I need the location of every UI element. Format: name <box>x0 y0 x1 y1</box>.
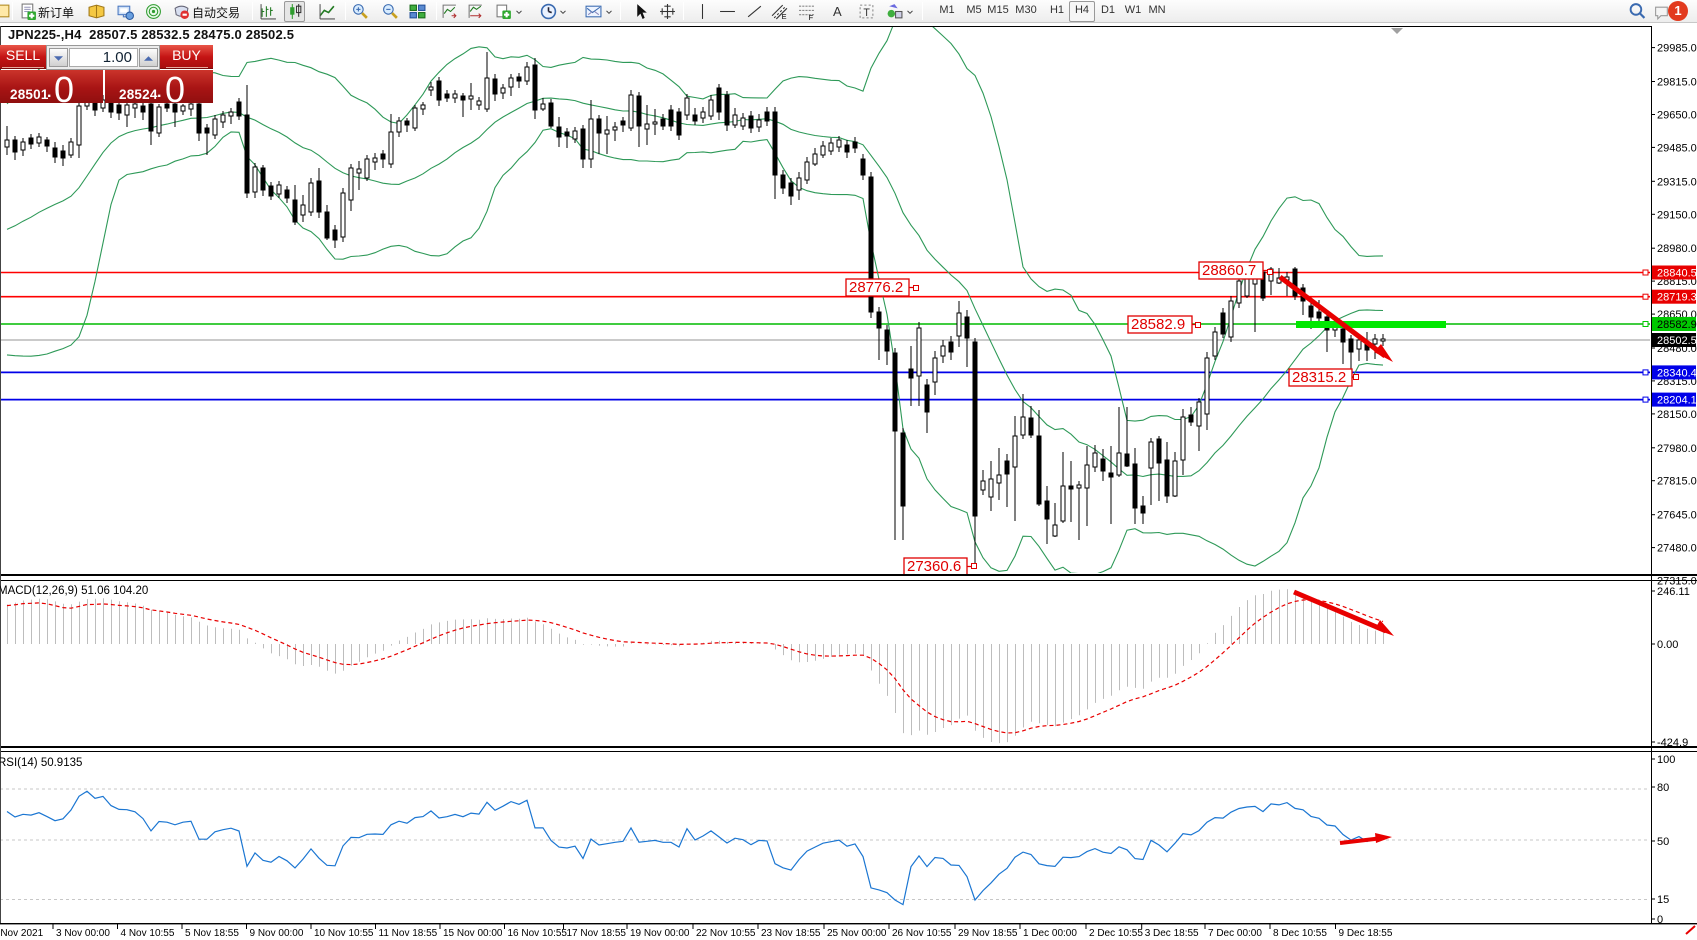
svg-text:10 Nov 10:55: 10 Nov 10:55 <box>314 928 374 939</box>
svg-text:28204.1: 28204.1 <box>1657 395 1697 407</box>
svg-text:11 Nov 18:55: 11 Nov 18:55 <box>379 928 438 939</box>
svg-text:15: 15 <box>1657 894 1669 906</box>
svg-text:28315.2: 28315.2 <box>1292 369 1346 386</box>
svg-text:-424.9: -424.9 <box>1657 737 1688 749</box>
svg-text:26 Nov 10:55: 26 Nov 10:55 <box>892 928 952 939</box>
svg-text:3 Nov 00:00: 3 Nov 00:00 <box>56 928 110 939</box>
svg-text:29315.0: 29315.0 <box>1657 176 1697 188</box>
svg-text:16 Nov 10:55: 16 Nov 10:55 <box>508 928 568 939</box>
svg-text:27480.0: 27480.0 <box>1657 543 1697 555</box>
svg-text:100: 100 <box>1657 754 1675 766</box>
svg-text:27315.0: 27315.0 <box>1657 576 1697 588</box>
svg-text:246.11: 246.11 <box>1657 586 1690 598</box>
svg-text:1 Nov 2021: 1 Nov 2021 <box>0 928 44 939</box>
svg-text:80: 80 <box>1657 782 1669 794</box>
svg-text:29 Nov 18:55: 29 Nov 18:55 <box>958 928 1018 939</box>
svg-text:19 Nov 00:00: 19 Nov 00:00 <box>630 928 690 939</box>
svg-text:7 Dec 00:00: 7 Dec 00:00 <box>1208 928 1262 939</box>
svg-text:29985.0: 29985.0 <box>1657 43 1697 55</box>
svg-text:17 Nov 18:55: 17 Nov 18:55 <box>567 928 627 939</box>
svg-text:23 Nov 18:55: 23 Nov 18:55 <box>761 928 821 939</box>
svg-text:28860.7: 28860.7 <box>1202 262 1256 279</box>
svg-text:9 Nov 00:00: 9 Nov 00:00 <box>250 928 304 939</box>
svg-text:MACD(12,26,9) 51.06 104.20: MACD(12,26,9) 51.06 104.20 <box>0 585 148 597</box>
svg-text:28340.4: 28340.4 <box>1657 367 1697 379</box>
svg-text:29650.0: 29650.0 <box>1657 110 1697 122</box>
svg-text:27815.0: 27815.0 <box>1657 476 1697 488</box>
svg-text:29485.0: 29485.0 <box>1657 142 1697 154</box>
svg-text:F: F <box>809 13 814 20</box>
svg-text:28502.5: 28502.5 <box>1657 335 1697 347</box>
svg-text:4 Nov 10:55: 4 Nov 10:55 <box>121 928 175 939</box>
svg-text:28776.2: 28776.2 <box>849 279 903 296</box>
svg-text:E: E <box>782 12 787 20</box>
svg-text:1 Dec 00:00: 1 Dec 00:00 <box>1023 928 1077 939</box>
svg-text:15 Nov 00:00: 15 Nov 00:00 <box>443 928 503 939</box>
svg-text:28719.3: 28719.3 <box>1657 292 1697 304</box>
svg-text:2 Dec 10:55: 2 Dec 10:55 <box>1089 928 1143 939</box>
svg-text:0.00: 0.00 <box>1657 639 1678 651</box>
svg-text:29815.0: 29815.0 <box>1657 77 1697 89</box>
svg-text:25 Nov 00:00: 25 Nov 00:00 <box>827 928 887 939</box>
svg-text:9 Dec 18:55: 9 Dec 18:55 <box>1339 928 1393 939</box>
svg-text:27360.6: 27360.6 <box>907 558 961 575</box>
svg-text:3 Dec 18:55: 3 Dec 18:55 <box>1145 928 1199 939</box>
svg-text:28582.9: 28582.9 <box>1131 316 1185 333</box>
svg-text:29150.0: 29150.0 <box>1657 209 1697 221</box>
svg-text:22 Nov 10:55: 22 Nov 10:55 <box>696 928 756 939</box>
svg-text:T: T <box>863 7 870 19</box>
svg-text:28980.0: 28980.0 <box>1657 243 1697 255</box>
svg-text:50: 50 <box>1657 836 1669 848</box>
svg-text:5 Nov 18:55: 5 Nov 18:55 <box>185 928 239 939</box>
svg-text:28150.0: 28150.0 <box>1657 409 1697 421</box>
svg-text:28840.5: 28840.5 <box>1657 268 1697 280</box>
svg-text:27645.0: 27645.0 <box>1657 510 1697 522</box>
svg-text:RSI(14) 50.9135: RSI(14) 50.9135 <box>0 757 82 769</box>
svg-text:8 Dec 10:55: 8 Dec 10:55 <box>1273 928 1327 939</box>
svg-text:0: 0 <box>1657 914 1663 926</box>
svg-text:27980.0: 27980.0 <box>1657 443 1697 455</box>
svg-text:28582.9: 28582.9 <box>1657 319 1697 331</box>
